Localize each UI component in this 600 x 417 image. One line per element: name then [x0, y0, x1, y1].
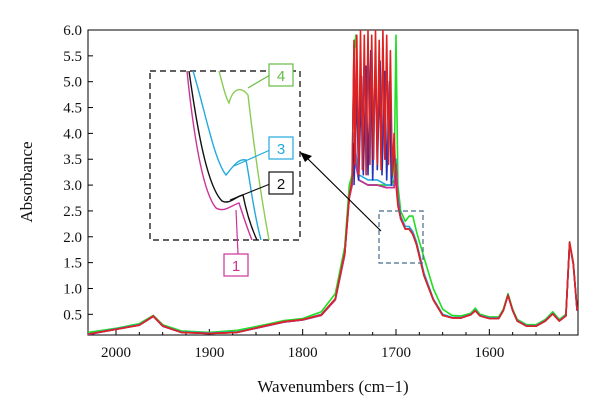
y-tick-label: 3.5: [63, 152, 82, 168]
series-line-extra-5: [88, 30, 578, 335]
zoom-arrow: [303, 154, 382, 232]
series-line-4: [88, 34, 578, 334]
y-axis: 0.5 1.0 1.5 2.0 2.5 3.0 3.5 4.0 4.5 5.0 5.5 6.0: [63, 23, 93, 323]
y-tick-label: 2.0: [63, 230, 82, 246]
y-tick-label: 3.0: [63, 178, 82, 194]
callout-3: 3: [233, 136, 294, 167]
inset-curve-2: [188, 71, 258, 240]
y-tick-label: 1.5: [63, 256, 82, 272]
series-layer: [88, 30, 578, 335]
y-tick-label: 0.5: [63, 307, 82, 323]
y-tick-label: 5.0: [63, 75, 82, 91]
callout-label-2: 2: [277, 176, 285, 193]
zoom-arrow-head: [300, 152, 312, 162]
x-tick-label: 1600: [474, 345, 504, 361]
callout-label-3: 3: [277, 141, 285, 158]
x-tick-label: 2000: [101, 345, 131, 361]
y-tick-label: 5.5: [63, 49, 82, 65]
callout-2: 2: [229, 171, 294, 201]
inset-curve-1: [186, 71, 253, 240]
y-tick-label: 6.0: [63, 23, 82, 39]
callout-1: 1: [223, 209, 249, 277]
callout-label-1: 1: [232, 258, 240, 275]
callout-4: 4: [247, 63, 294, 89]
y-tick-label: 1.0: [63, 281, 82, 297]
x-tick-label: 1900: [194, 345, 224, 361]
inset-curve-4: [218, 71, 270, 240]
x-tick-label: 1800: [288, 345, 318, 361]
y-axis-title: Absorbance: [17, 141, 36, 222]
y-tick-label: 2.5: [63, 204, 82, 220]
callout-label-4: 4: [277, 68, 285, 85]
x-axis-title: Wavenumbers (cm−1): [257, 377, 408, 396]
x-tick-label: 1700: [381, 345, 411, 361]
plot-frame: [87, 29, 579, 336]
x-axis: 2000 1900 1800 1700 1600: [92, 329, 560, 361]
y-tick-label: 4.5: [63, 101, 82, 117]
y-tick-label: 4.0: [63, 126, 82, 142]
